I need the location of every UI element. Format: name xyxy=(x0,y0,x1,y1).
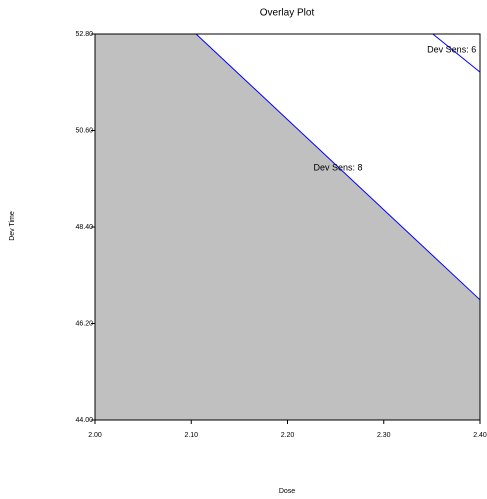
contour-label: Dev Sens: 8 xyxy=(314,162,363,172)
contour-line xyxy=(195,33,481,301)
x-axis-label: Dose xyxy=(279,488,295,495)
x-tick-label: 2.00 xyxy=(88,432,102,439)
y-axis-label: Dev Time xyxy=(9,211,16,241)
x-tick-label: 2.20 xyxy=(281,432,295,439)
chart-title: Overlay Plot xyxy=(260,8,315,19)
y-tick-label: 50.60 xyxy=(75,127,93,134)
x-tick-label: 2.30 xyxy=(377,432,391,439)
x-tick-label: 2.40 xyxy=(473,432,487,439)
x-tick-label: 2.10 xyxy=(184,432,198,439)
contour-label: Dev Sens: 6 xyxy=(427,45,476,55)
y-tick-label: 46.20 xyxy=(75,320,93,327)
y-tick-label: 48.40 xyxy=(75,224,93,231)
y-tick-label: 52.80 xyxy=(75,31,93,38)
shaded-region xyxy=(95,34,480,420)
y-tick-label: 44.00 xyxy=(75,417,93,424)
contour-line xyxy=(432,33,481,73)
